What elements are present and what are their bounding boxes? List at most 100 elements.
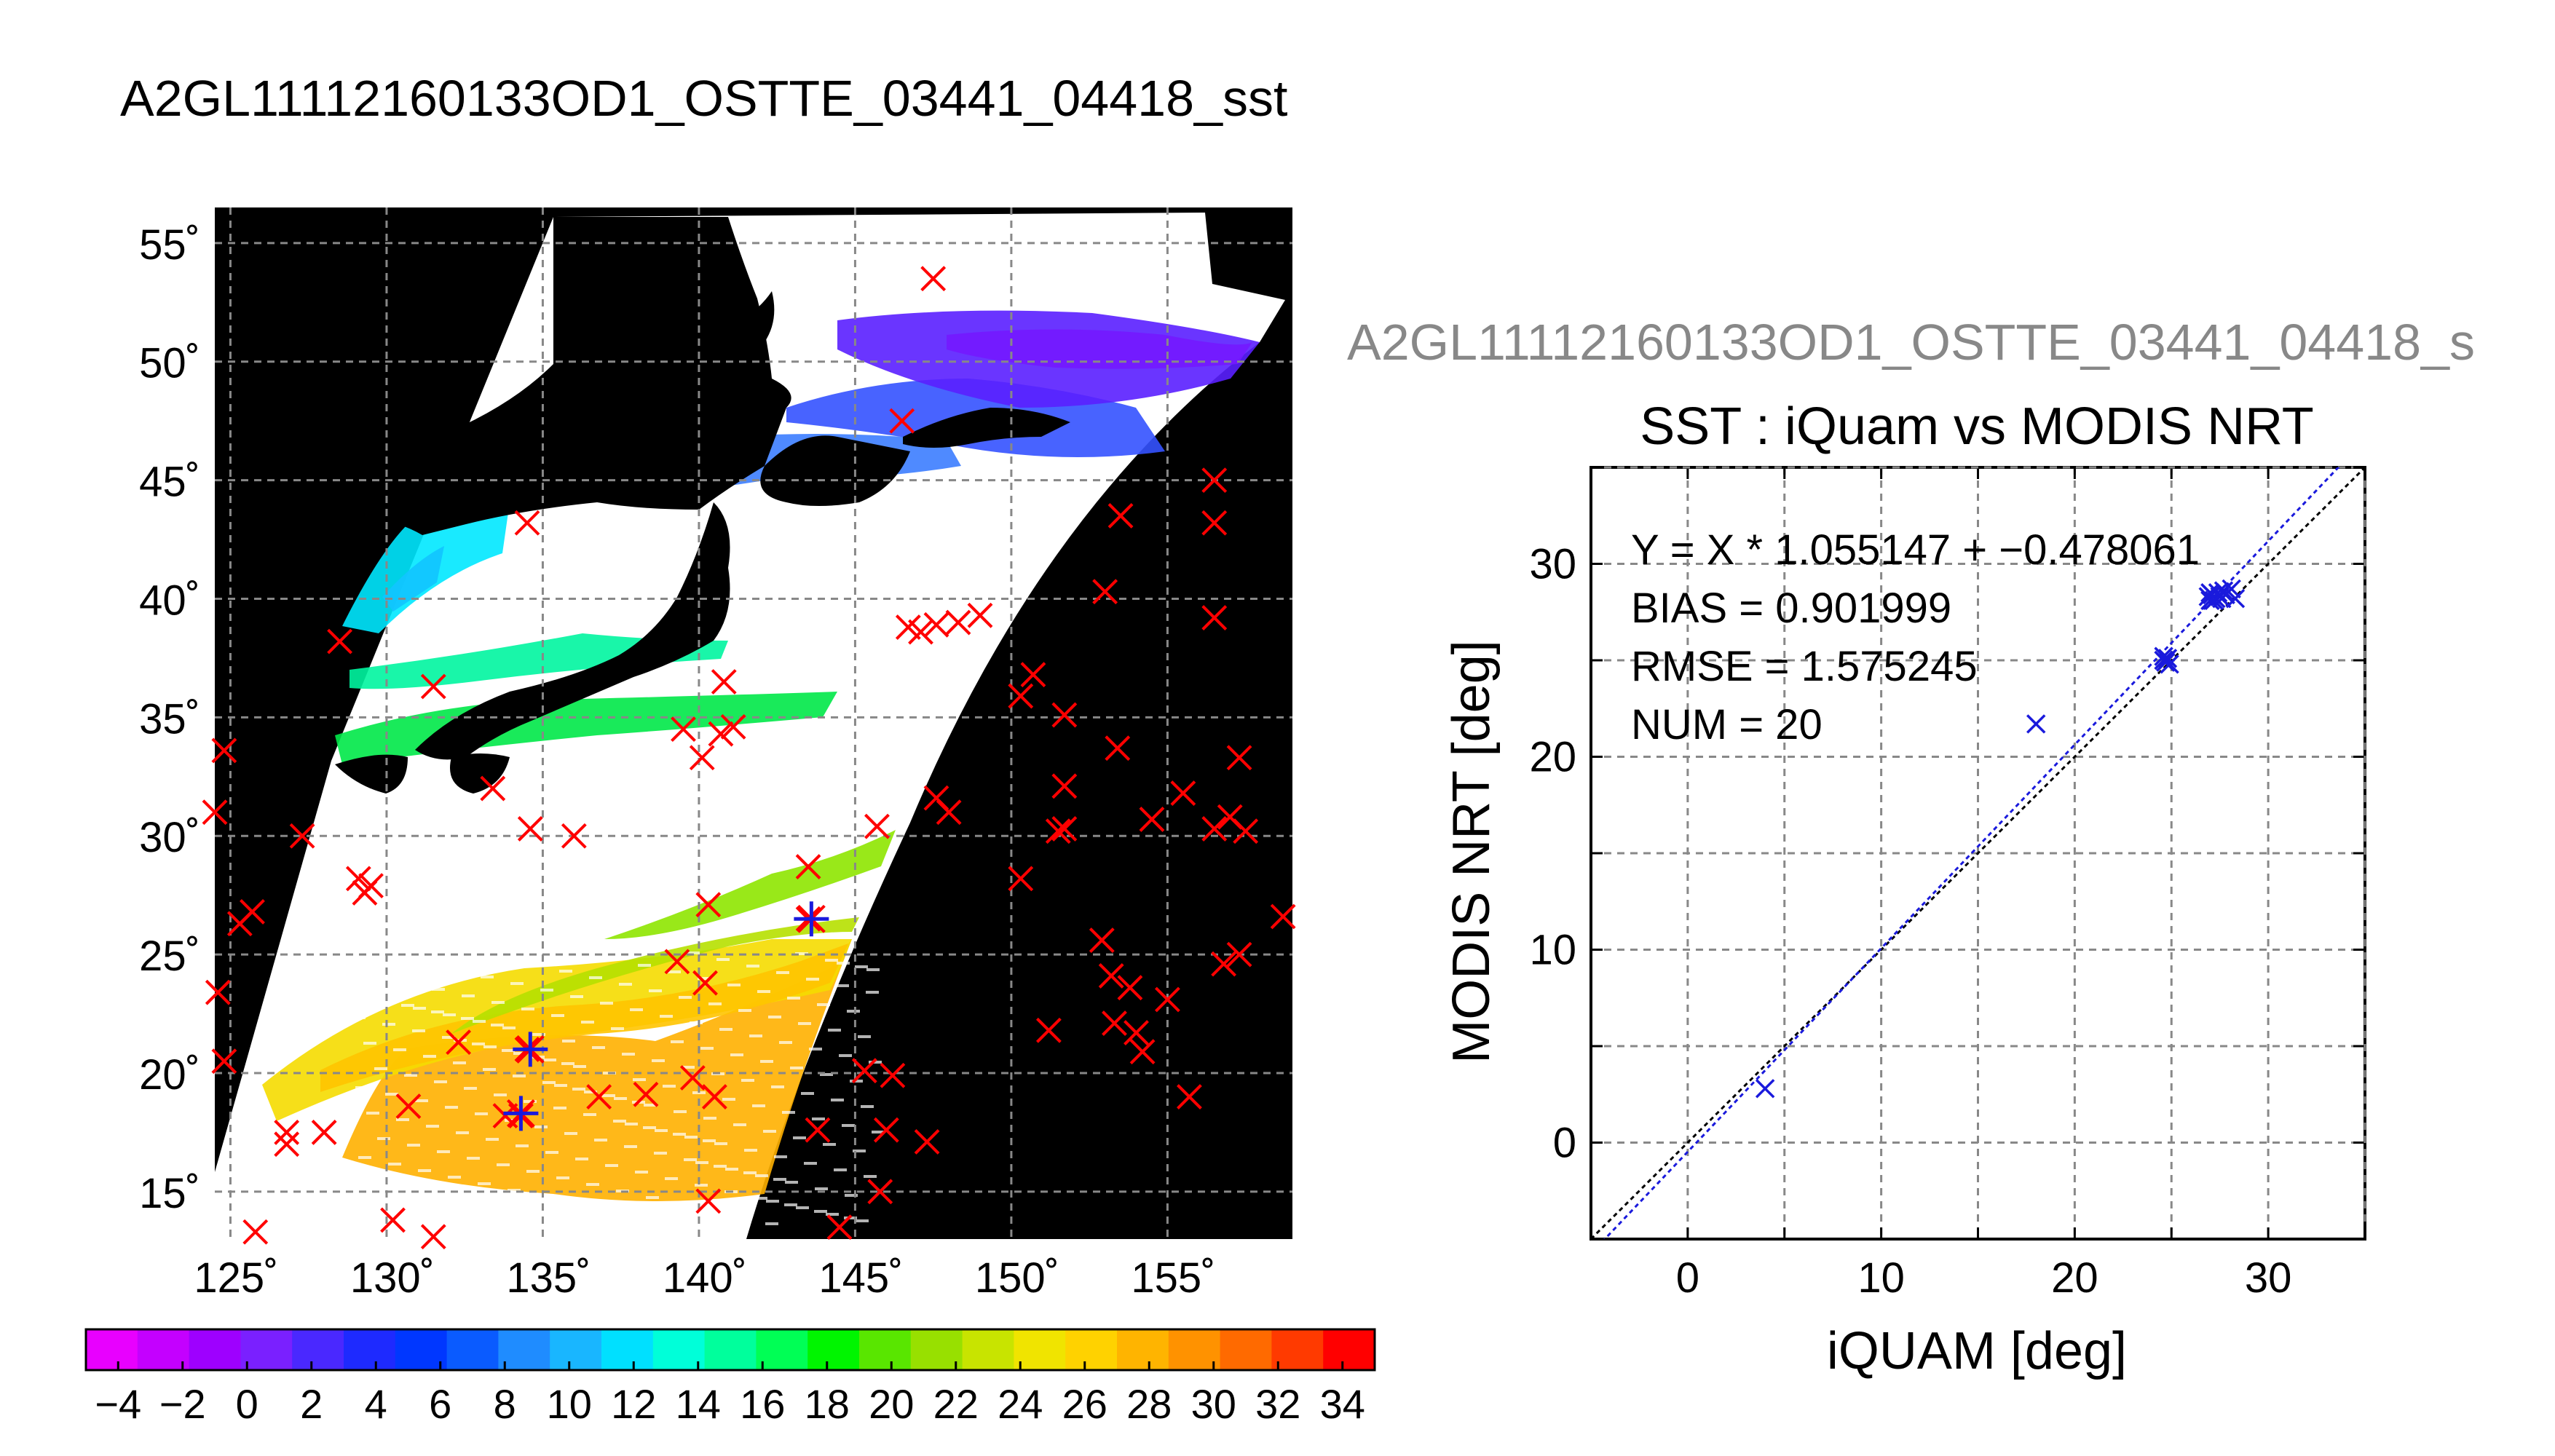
colorbar-tick-label: 6	[429, 1381, 451, 1427]
lon-label: 135˚	[506, 1254, 591, 1302]
lon-label: 140˚	[663, 1254, 747, 1302]
colorbar-tick-label: 30	[1191, 1381, 1236, 1427]
scatter-title: SST : iQuam vs MODIS NRT	[1640, 397, 2314, 456]
buoy-marker	[1154, 986, 1180, 1013]
buoy-marker	[211, 1048, 237, 1075]
lat-label: 30˚	[139, 814, 200, 861]
buoy-marker	[880, 1062, 906, 1088]
buoy-marker	[1201, 816, 1228, 842]
buoy-marker	[851, 1058, 877, 1084]
stats-annotation: RMSE = 1.575245	[1631, 643, 1978, 690]
scatter-file-title: A2GL11112160133OD1_OSTTE_03441_04418_s	[1347, 314, 2475, 371]
band-22-24	[604, 830, 896, 939]
colorbar-tick-label: 24	[998, 1381, 1043, 1427]
buoy-marker	[205, 979, 231, 1005]
colorbar-cell	[395, 1329, 448, 1370]
x-tick-label: 30	[2245, 1254, 2292, 1302]
lat-label: 35˚	[139, 695, 200, 743]
buoy-marker	[240, 899, 265, 925]
scatter-point	[2225, 588, 2246, 609]
colorbar-tick-label: 10	[547, 1381, 592, 1427]
scatter-plot: SST : iQuam vs MODIS NRT 0 10 20 300102030 …	[1442, 397, 2366, 1380]
buoy-marker	[936, 799, 962, 826]
colorbar-cell	[1168, 1329, 1221, 1370]
lat-label: 55˚	[139, 221, 200, 269]
colorbar-cell	[756, 1329, 809, 1370]
honshu-land	[415, 502, 730, 760]
band-28-30	[342, 939, 852, 1201]
buoy-marker	[480, 775, 506, 802]
colorbar-cell	[859, 1329, 912, 1370]
buoy-marker	[1201, 510, 1228, 536]
buoy-marker	[1129, 1039, 1156, 1065]
buoy-marker	[1124, 1020, 1149, 1046]
buoy-marker	[633, 1081, 659, 1107]
colorbar-tick-label: 18	[805, 1381, 850, 1427]
buoy-marker	[345, 866, 371, 892]
scatter-point	[2222, 579, 2241, 599]
band-27	[320, 943, 848, 1092]
buoy-marker	[1170, 780, 1196, 807]
buoy-marker	[242, 1219, 269, 1245]
map-grid	[215, 207, 1292, 1239]
buoy-marker	[889, 408, 915, 434]
scatter-point	[1755, 1079, 1775, 1099]
colorbar-tick-label: 34	[1320, 1381, 1365, 1427]
buoy-marker	[967, 602, 993, 628]
colorbar-tick-label: 26	[1062, 1381, 1107, 1427]
buoy-marker	[1051, 773, 1078, 799]
colorbar-cell	[189, 1329, 242, 1370]
y-axis-label: MODIS NRT [deg]	[1442, 640, 1501, 1064]
colorbar-tick-label: 28	[1126, 1381, 1172, 1427]
fit-lines	[1591, 467, 2365, 1239]
colorbar-tick-label: 12	[611, 1381, 656, 1427]
colorbar-tick-label: −2	[159, 1381, 206, 1427]
colorbar-cell	[962, 1329, 1015, 1370]
buoy-marker	[1051, 702, 1078, 728]
colorbar-tick-label: 16	[740, 1381, 785, 1427]
buoy-marker	[914, 1129, 940, 1155]
colorbar-tick-label: 22	[933, 1381, 979, 1427]
y-tick-label: 10	[1529, 927, 1576, 974]
buoy-marker	[908, 619, 933, 645]
scatter-points	[1755, 579, 2246, 1099]
buoy-marker	[664, 949, 690, 975]
latitude-labels: 55˚ 50˚ 45˚ 40˚ 35˚ 30˚ 25˚ 20˚ 15˚	[139, 221, 200, 1217]
longitude-labels: 125˚ 130˚ 135˚ 140˚ 145˚ 150˚ 155˚	[194, 1254, 1215, 1302]
buoy-marker	[1102, 1010, 1127, 1036]
lat-label: 20˚	[139, 1051, 200, 1099]
buoy-marker	[708, 721, 734, 747]
buoy-marker	[514, 510, 540, 536]
buoy-marker	[923, 612, 949, 638]
y-tick-label: 20	[1529, 734, 1576, 781]
buoy-marker	[1105, 735, 1131, 761]
colorbar-tick-label: 2	[300, 1381, 323, 1427]
colorbar-tick-label: 4	[365, 1381, 387, 1427]
colorbar-tick-label: 0	[236, 1381, 258, 1427]
x-axis-label: iQUAM [deg]	[1827, 1322, 2127, 1380]
colorbar-cell	[498, 1329, 551, 1370]
colorbar-cell	[807, 1329, 860, 1370]
scatter-point	[2156, 652, 2176, 672]
lat-label: 40˚	[139, 577, 200, 624]
matched-markers	[503, 901, 829, 1131]
buoy-marker	[211, 737, 237, 764]
kyushu-land	[450, 753, 510, 794]
matched-marker	[513, 1032, 548, 1067]
colorbar-cell	[910, 1329, 963, 1370]
lat-label: 25˚	[139, 933, 200, 980]
buoy-marker	[1051, 816, 1078, 842]
buoy-marker	[1045, 818, 1071, 844]
colorbar-tick-label: 32	[1255, 1381, 1300, 1427]
buoy-marker	[695, 892, 722, 918]
stats-annotations: Y = X * 1.055147 + −0.478061 BIAS = 0.901…	[1631, 526, 2200, 748]
korea-tip-land	[335, 754, 408, 794]
buoy-marker	[1226, 941, 1252, 968]
buoy-marker	[1233, 818, 1259, 844]
colorbar-cell	[446, 1329, 499, 1370]
buoy-marker	[867, 1179, 893, 1205]
buoy-marker	[679, 1065, 706, 1091]
scatter-point	[2200, 590, 2220, 611]
buoy-marker	[274, 1119, 300, 1145]
eurasia-land	[342, 217, 791, 535]
